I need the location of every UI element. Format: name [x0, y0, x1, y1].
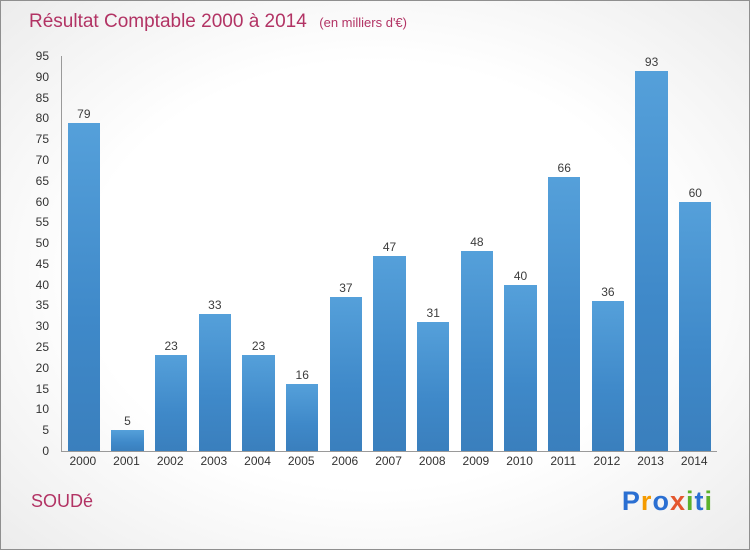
- bar-slot: 23: [237, 56, 281, 451]
- y-tick-label: 45: [35, 256, 49, 271]
- y-tick-label: 15: [35, 381, 49, 396]
- y-tick-label: 10: [35, 402, 49, 417]
- bar: [591, 301, 625, 451]
- x-tick-label: 2009: [462, 454, 490, 468]
- logo-letter: P: [621, 486, 641, 516]
- bar: [504, 284, 537, 451]
- bar-slot: 48: [455, 56, 499, 451]
- bar: [329, 297, 363, 451]
- bar-value-label: 31: [426, 306, 440, 321]
- logo-letter: o: [652, 486, 670, 516]
- bar: [679, 201, 712, 451]
- bar-slot: 33: [193, 56, 237, 451]
- x-tick-label: 2004: [244, 454, 271, 468]
- x-tick-label: 2008: [418, 454, 446, 468]
- chart-subtitle: (en milliers d'€): [319, 15, 407, 30]
- y-tick-label: 65: [35, 173, 49, 188]
- bar-value-label: 47: [382, 239, 397, 254]
- bar-value-label: 66: [557, 160, 571, 175]
- bar-slot: 60: [673, 56, 717, 451]
- logo-letter: i: [685, 486, 695, 516]
- y-tick-label: 30: [35, 319, 49, 334]
- y-tick-label: 25: [35, 340, 49, 355]
- company-name: SOUDé: [31, 491, 94, 511]
- chart-title: Résultat Comptable 2000 à 2014: [29, 11, 307, 32]
- x-tick-label: 2003: [200, 454, 228, 468]
- bar-value-label: 37: [339, 281, 353, 296]
- bar: [67, 122, 100, 451]
- bar-value-label: 79: [77, 106, 91, 121]
- logo-letter: t: [694, 486, 705, 516]
- x-tick-label: 2002: [156, 454, 184, 468]
- bar-slot: 79: [62, 56, 106, 451]
- bar-slot: 16: [280, 56, 324, 451]
- bar-slot: 40: [499, 56, 543, 451]
- chart-header: Résultat Comptable 2000 à 2014 (en milli…: [29, 11, 407, 33]
- x-tick-label: 2011: [550, 454, 577, 468]
- y-tick-label: 95: [35, 49, 49, 63]
- bar: [460, 251, 494, 451]
- plot-area: 79 5 23 33 23 16 37 47 31 48 40 66 36 93 60: [61, 56, 717, 452]
- y-tick-label: 80: [35, 111, 49, 126]
- y-tick-label: 5: [42, 423, 49, 438]
- logo-letter: x: [669, 486, 686, 516]
- x-tick-label: 2001: [113, 454, 140, 468]
- bar: [548, 176, 581, 451]
- y-tick-label: 60: [35, 194, 49, 209]
- bar-value-label: 16: [295, 368, 309, 383]
- bar-slot: 5: [106, 56, 150, 451]
- y-tick-label: 75: [35, 132, 49, 147]
- bar-value-label: 33: [208, 297, 222, 312]
- bar-value-label: 60: [688, 185, 702, 200]
- bar-slot: 37: [324, 56, 368, 451]
- x-tick-label: 2007: [375, 454, 402, 468]
- y-tick-label: 35: [35, 298, 49, 313]
- y-tick-label: 40: [35, 277, 49, 292]
- y-tick-label: 55: [35, 215, 49, 230]
- y-tick-label: 0: [42, 444, 49, 458]
- x-tick-label: 2013: [637, 454, 664, 468]
- bar-value-label: 36: [601, 285, 615, 300]
- y-tick-label: 20: [35, 360, 49, 375]
- x-tick-label: 2005: [287, 454, 315, 468]
- bar-slot: 66: [542, 56, 586, 451]
- bar-slot: 47: [368, 56, 412, 451]
- bar-value-label: 23: [164, 339, 178, 354]
- x-tick-label: 2010: [506, 454, 533, 468]
- bar-value-label: 40: [513, 268, 528, 283]
- bar-slot: 31: [411, 56, 455, 451]
- x-tick-label: 2000: [69, 454, 97, 468]
- y-tick-label: 50: [35, 236, 49, 251]
- bar: [286, 384, 319, 451]
- bar: [155, 355, 188, 451]
- bar-value-label: 93: [644, 55, 659, 69]
- bar: [198, 313, 231, 451]
- bar: [373, 255, 406, 451]
- logo-letter: i: [704, 486, 713, 516]
- x-tick-label: 2014: [680, 454, 708, 468]
- bar-value-label: 48: [470, 235, 484, 250]
- bar-slot: 93: [630, 56, 674, 451]
- bar-slot: 36: [586, 56, 630, 451]
- bar: [242, 355, 275, 451]
- bar: [417, 322, 450, 451]
- y-tick-label: 90: [35, 69, 49, 84]
- y-tick-label: 70: [35, 152, 49, 167]
- logo-letter: r: [640, 486, 653, 516]
- x-tick-label: 2012: [593, 454, 621, 468]
- proxiti-logo: Proxiti: [622, 486, 713, 517]
- bar-value-label: 23: [251, 339, 266, 354]
- y-tick-label: 85: [35, 90, 49, 105]
- y-axis: 0 5 10 15 20 25 30 35 40 45 50 55 60 65 70 75 80 85 90 95: [1, 50, 57, 457]
- bar-slot: 23: [149, 56, 193, 451]
- bar: [111, 430, 144, 451]
- bar-value-label: 5: [124, 414, 131, 429]
- x-tick-label: 2006: [331, 454, 359, 468]
- bar: [635, 71, 668, 451]
- x-axis-labels: 2000 2001 2002 2003 2004 2005 2006 2007 2008 2009…: [61, 454, 716, 468]
